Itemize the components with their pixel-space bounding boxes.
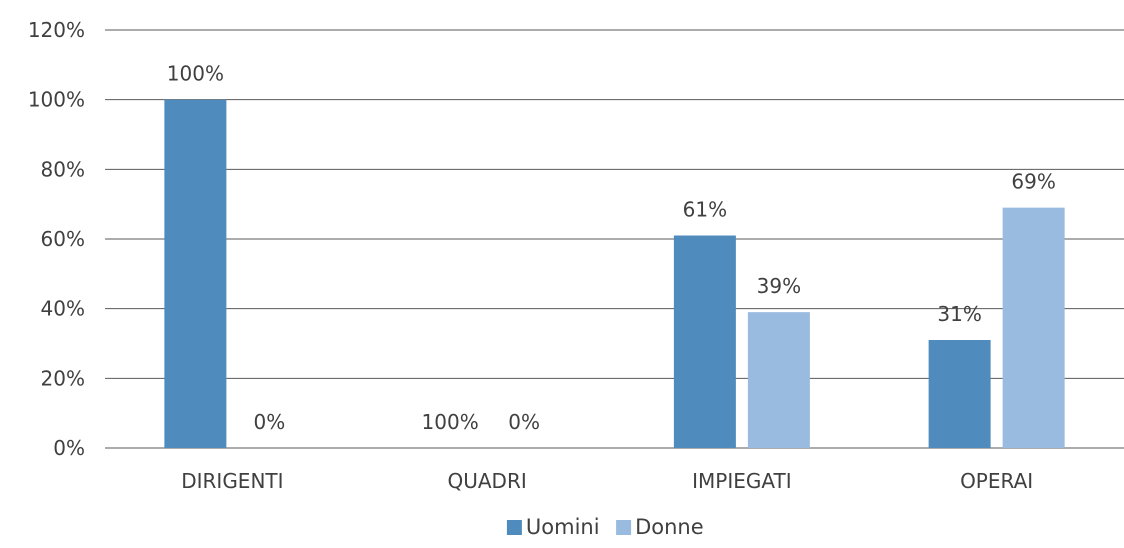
- bars: [164, 99, 1065, 449]
- bar-uomini-operai: [928, 340, 991, 448]
- x-axis-ticks: DIRIGENTI QUADRI IMPIEGATI OPERAI: [181, 469, 1033, 493]
- bar-uomini-impiegati: [673, 235, 736, 448]
- y-tick-label: 60%: [41, 227, 85, 251]
- legend: Uomini Donne: [506, 515, 704, 539]
- data-label: 39%: [757, 274, 801, 298]
- data-label: 61%: [683, 198, 727, 222]
- legend-swatch-donne: [616, 520, 632, 535]
- legend-label-uomini: Uomini: [526, 515, 600, 539]
- gridlines: [105, 29, 1124, 449]
- x-tick-label: IMPIEGATI: [692, 469, 792, 493]
- y-tick-label: 120%: [28, 18, 85, 42]
- bar-donne-operai: [1002, 207, 1065, 448]
- y-tick-label: 0%: [53, 436, 85, 460]
- y-tick-label: 80%: [41, 157, 85, 181]
- data-labels: 100% 0% 100% 0% 61% 39% 31% 69%: [167, 62, 1056, 434]
- data-label: 100%: [422, 410, 479, 434]
- legend-swatch-uomini: [506, 520, 522, 535]
- x-tick-label: QUADRI: [447, 469, 526, 493]
- data-label: 100%: [167, 62, 224, 86]
- data-label: 69%: [1011, 170, 1055, 194]
- data-label: 0%: [508, 410, 540, 434]
- data-label: 0%: [254, 410, 286, 434]
- x-tick-label: DIRIGENTI: [181, 469, 283, 493]
- data-label: 31%: [937, 302, 981, 326]
- y-tick-label: 100%: [28, 88, 85, 112]
- bar-donne-impiegati: [747, 312, 810, 448]
- bar-uomini-dirigenti: [164, 99, 227, 449]
- y-tick-label: 20%: [41, 366, 85, 390]
- x-tick-label: OPERAI: [960, 469, 1033, 493]
- y-tick-label: 40%: [41, 297, 85, 321]
- legend-label-donne: Donne: [635, 515, 704, 539]
- y-axis-ticks: 0% 20% 40% 60% 80% 100% 120%: [28, 18, 85, 460]
